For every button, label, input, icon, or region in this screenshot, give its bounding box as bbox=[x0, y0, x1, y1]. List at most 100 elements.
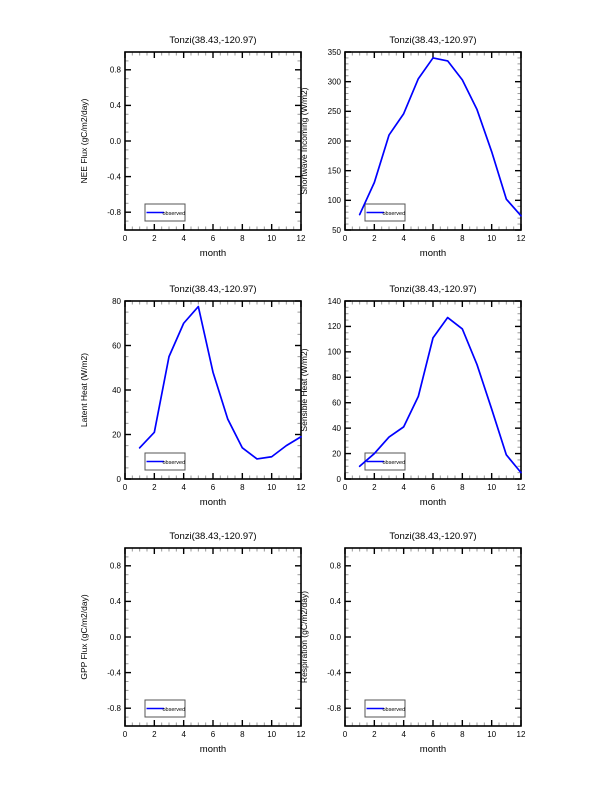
y-tick-label: 0.4 bbox=[330, 597, 342, 606]
x-tick-label: 0 bbox=[343, 234, 348, 243]
y-axis-label: NEE Flux (gC/m2/day) bbox=[79, 98, 89, 183]
chart-title: Tonzi(38.43,-120.97) bbox=[169, 35, 256, 46]
y-axis-label: Latent Heat (W/m2) bbox=[79, 353, 89, 427]
chart-latent-heat: 0 2 4 6 8 10 12 0 20 40 60 80 Tonzi(38.43,-120.97) La… bbox=[79, 284, 306, 508]
legend-label: observed bbox=[383, 211, 406, 217]
x-tick-label: 4 bbox=[181, 234, 186, 243]
x-tick-label: 12 bbox=[517, 234, 526, 243]
legend-box bbox=[144, 699, 186, 718]
x-axis-label: month bbox=[200, 744, 226, 755]
x-tick-label: 4 bbox=[181, 483, 186, 492]
y-tick-label: 100 bbox=[328, 196, 342, 205]
plot-frame bbox=[124, 300, 302, 480]
y-tick-label: -0.4 bbox=[107, 668, 121, 677]
y-tick-label: 50 bbox=[332, 226, 341, 235]
x-tick-label: 0 bbox=[343, 483, 348, 492]
x-tick-label: 4 bbox=[401, 234, 406, 243]
x-tick-label: 2 bbox=[372, 234, 377, 243]
y-tick-label: 120 bbox=[328, 322, 342, 331]
x-tick-label: 8 bbox=[240, 234, 245, 243]
x-tick-label: 0 bbox=[343, 730, 348, 739]
x-axis-label: month bbox=[420, 744, 446, 755]
x-tick-label: 12 bbox=[517, 483, 526, 492]
legend: observed bbox=[364, 699, 406, 718]
plot-frame bbox=[344, 300, 522, 480]
observed-series-line bbox=[358, 316, 522, 474]
x-tick-label: 10 bbox=[487, 730, 496, 739]
y-tick-label: 140 bbox=[328, 297, 342, 306]
x-tick-label: 12 bbox=[297, 730, 306, 739]
legend-box bbox=[144, 203, 186, 222]
legend-box bbox=[364, 699, 406, 718]
legend-label: observed bbox=[383, 707, 406, 713]
legend-label: observed bbox=[163, 211, 186, 217]
x-tick-label: 2 bbox=[152, 483, 157, 492]
chart-sensible-heat: 0 2 4 6 8 10 12020406080100120140Tonzi(38.43,-… bbox=[299, 284, 526, 508]
x-axis-label: month bbox=[420, 248, 446, 259]
y-axis-label: Shortwave Incoming (W/m2) bbox=[299, 87, 309, 194]
x-tick-label: 6 bbox=[211, 234, 216, 243]
y-tick-label: 0 bbox=[117, 475, 122, 484]
x-axis-label: month bbox=[200, 497, 226, 508]
chart-title: Tonzi(38.43,-120.97) bbox=[389, 35, 476, 46]
chart-gpp-flux: 0 2 4 6 8 10 12 -0.8 -0.4 0.0 0.4 0.8 Tonzi(38.43,-1… bbox=[79, 531, 306, 755]
x-tick-label: 10 bbox=[487, 234, 496, 243]
y-tick-label: 80 bbox=[112, 297, 121, 306]
legend-label: observed bbox=[163, 707, 186, 713]
y-tick-label: -0.8 bbox=[327, 704, 341, 713]
legend: observed bbox=[364, 452, 406, 471]
y-tick-label: -0.8 bbox=[107, 704, 121, 713]
x-tick-label: 10 bbox=[267, 730, 276, 739]
chart-nee-flux: 0 2 4 6 8 10 12 -0.8 -0.4 0.0 0.4 0.8 Tonzi(38.43,-1… bbox=[79, 35, 306, 259]
x-tick-label: 6 bbox=[211, 483, 216, 492]
plot-frame bbox=[344, 51, 522, 231]
plot-frame bbox=[124, 547, 302, 727]
chart-respiration: 0 2 4 6 8 10 12 -0.8 -0.4 0.0 0.4 0.8 Tonzi(38.43,-1… bbox=[299, 531, 526, 755]
y-tick-label: 250 bbox=[328, 107, 342, 116]
y-tick-label: 0.0 bbox=[110, 633, 122, 642]
x-axis-label: month bbox=[200, 248, 226, 259]
chart-title: Tonzi(38.43,-120.97) bbox=[169, 531, 256, 542]
y-tick-label: 80 bbox=[332, 373, 341, 382]
y-tick-label: 350 bbox=[328, 48, 342, 57]
y-tick-label: 300 bbox=[328, 77, 342, 86]
x-tick-label: 6 bbox=[431, 483, 436, 492]
legend-box bbox=[144, 452, 186, 471]
x-tick-label: 4 bbox=[401, 483, 406, 492]
x-tick-label: 10 bbox=[267, 234, 276, 243]
y-tick-label: 0 bbox=[337, 475, 342, 484]
x-tick-label: 8 bbox=[460, 234, 465, 243]
x-tick-label: 0 bbox=[123, 730, 128, 739]
y-tick-label: 40 bbox=[112, 386, 121, 395]
y-tick-label: 0.8 bbox=[110, 562, 122, 571]
legend-box bbox=[364, 203, 406, 222]
legend: observed bbox=[144, 699, 186, 718]
y-tick-label: 100 bbox=[328, 348, 342, 357]
observed-series-line bbox=[358, 57, 522, 217]
chart-title: Tonzi(38.43,-120.97) bbox=[389, 284, 476, 295]
y-tick-label: -0.8 bbox=[107, 208, 121, 217]
y-tick-label: 150 bbox=[328, 166, 342, 175]
x-tick-label: 0 bbox=[123, 483, 128, 492]
chart-title: Tonzi(38.43,-120.97) bbox=[169, 284, 256, 295]
x-tick-label: 2 bbox=[372, 730, 377, 739]
x-tick-label: 8 bbox=[460, 483, 465, 492]
x-tick-label: 6 bbox=[211, 730, 216, 739]
plot-frame bbox=[344, 547, 522, 727]
x-tick-label: 6 bbox=[431, 234, 436, 243]
y-tick-label: 0.0 bbox=[110, 137, 122, 146]
x-tick-label: 10 bbox=[487, 483, 496, 492]
y-tick-label: -0.4 bbox=[327, 668, 341, 677]
x-tick-label: 6 bbox=[431, 730, 436, 739]
x-tick-label: 12 bbox=[517, 730, 526, 739]
x-tick-label: 8 bbox=[460, 730, 465, 739]
chart-shortwave-incoming: 0 2 4 6 8 10 12 50 100 150 200 250 300 350 Tonzi(38.43… bbox=[299, 35, 526, 259]
x-tick-label: 12 bbox=[297, 234, 306, 243]
x-tick-label: 8 bbox=[240, 730, 245, 739]
y-tick-label: 0.0 bbox=[330, 633, 342, 642]
x-tick-label: 10 bbox=[267, 483, 276, 492]
x-tick-label: 2 bbox=[372, 483, 377, 492]
y-tick-label: 20 bbox=[112, 430, 121, 439]
y-tick-label: 0.8 bbox=[110, 66, 122, 75]
